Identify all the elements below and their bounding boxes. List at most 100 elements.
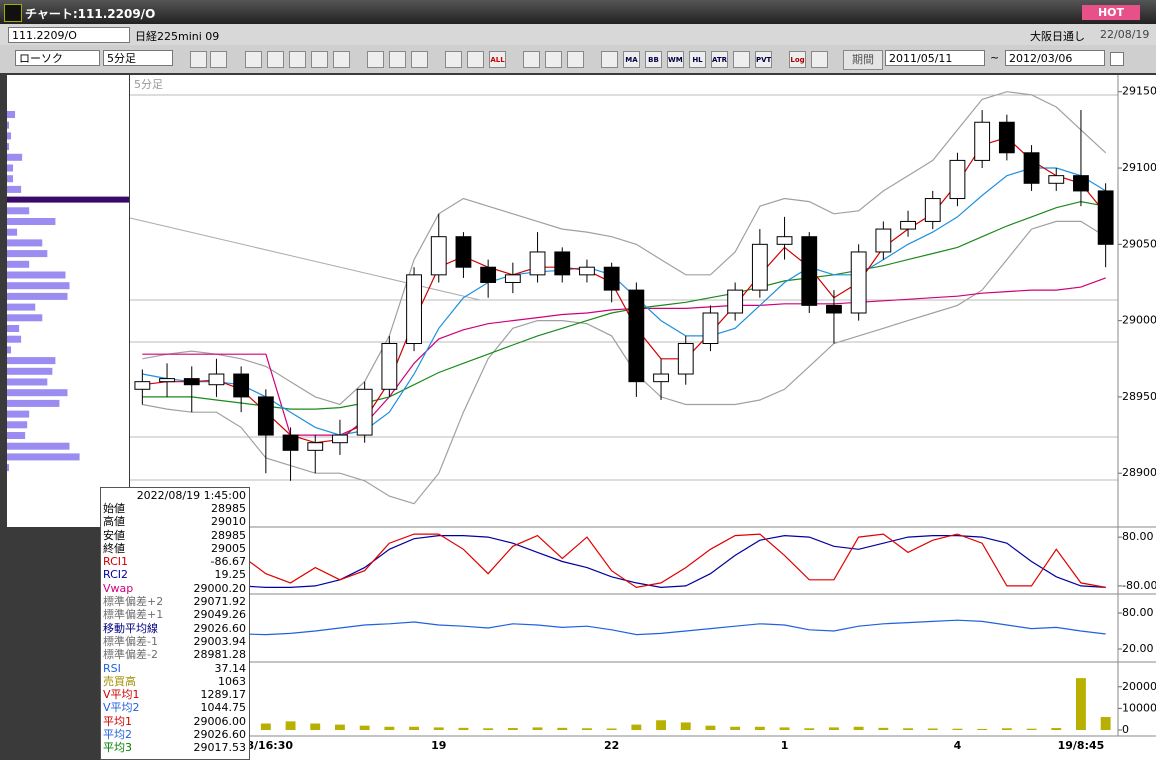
to-date[interactable]: 2012/03/06	[1005, 50, 1105, 66]
candle-body	[1048, 175, 1065, 184]
info-text: 1063	[218, 674, 246, 688]
checkbox[interactable]	[1110, 52, 1124, 66]
tool-icon[interactable]	[467, 51, 484, 68]
tool-icon[interactable]	[267, 51, 284, 68]
tool-icon[interactable]	[545, 51, 562, 68]
tool-icon[interactable]: ATR	[711, 51, 728, 68]
tool-icon[interactable]	[567, 51, 584, 68]
volume-bar	[1026, 728, 1037, 730]
volume-bar	[853, 726, 864, 730]
symbol-bar: 111.2209/O 日経225mini 09 大阪日通し 22/08/19	[0, 24, 1156, 45]
info-text: 平均1	[103, 714, 132, 728]
y-tick-label: 20.00	[1122, 642, 1154, 655]
candle-body	[307, 442, 324, 451]
tool-icon[interactable]: PVT	[755, 51, 772, 68]
volume-bar	[754, 726, 765, 730]
info-text: 29003.94	[193, 634, 247, 648]
volume-bar	[903, 728, 913, 730]
info-text: 29026.60	[193, 728, 247, 742]
volume-bar	[557, 727, 568, 730]
app-icon	[4, 4, 22, 22]
tool-icon[interactable]	[333, 51, 350, 68]
tool-icon[interactable]	[389, 51, 406, 68]
tool-icon[interactable]: ALL	[489, 51, 506, 68]
tool-icon[interactable]	[289, 51, 306, 68]
profile-bar	[7, 239, 43, 247]
symbol-select[interactable]: 111.2209/O	[8, 27, 130, 43]
interval-select[interactable]: 5分足	[103, 50, 173, 66]
info-box: 2022/08/19 1:45:00 始値 28985 高値 29010 安値 28985…	[100, 487, 250, 760]
y-tick-label: 28900	[1122, 466, 1156, 479]
info-text: 始値	[103, 502, 125, 515]
tool-icon[interactable]	[210, 51, 227, 68]
tool-icon[interactable]: Log	[789, 51, 806, 68]
tool-icon[interactable]	[411, 51, 428, 68]
candle-body	[826, 304, 842, 314]
volume-bar	[1076, 678, 1086, 730]
volume-bar	[285, 721, 296, 730]
tool-icon[interactable]	[245, 51, 262, 68]
x-tick-label: 22	[604, 739, 619, 752]
info-text: 28985	[211, 528, 246, 542]
x-tick-label: 4	[954, 739, 962, 752]
info-text: 高値	[103, 515, 125, 529]
info-text: 1044.75	[200, 701, 247, 715]
info-row: 平均3 29017.53	[101, 741, 249, 754]
info-text: V平均1	[103, 688, 140, 702]
info-row: Vwap 29000.20	[101, 582, 249, 595]
tool-icon[interactable]	[601, 51, 618, 68]
period-button[interactable]: 期間	[843, 50, 883, 70]
volume-bar	[458, 727, 469, 730]
info-text: Vwap	[103, 581, 134, 595]
info-row: RCI1 -86.67	[101, 555, 249, 568]
info-datetime: 2022/08/19 1:45:00	[136, 489, 246, 502]
profile-bar	[7, 185, 22, 193]
candle-body	[134, 381, 151, 390]
volume-bar	[606, 728, 617, 730]
tool-icon[interactable]	[733, 51, 750, 68]
candle-body	[1023, 152, 1040, 184]
tool-icon[interactable]	[445, 51, 462, 68]
info-row: 高値 29010	[101, 515, 249, 528]
tool-icon[interactable]: HL	[689, 51, 706, 68]
volume-bar	[1051, 728, 1062, 730]
info-text: 売買高	[103, 674, 136, 688]
candle-body	[924, 198, 941, 222]
profile-bar	[7, 378, 48, 386]
volume-bar	[779, 727, 790, 730]
candle-body	[529, 251, 546, 276]
info-text: RCI2	[103, 568, 129, 582]
profile-bar	[7, 196, 129, 203]
volume-bar	[507, 728, 518, 730]
indicator-line	[142, 91, 1107, 406]
profile-panel	[7, 75, 129, 527]
y-tick-label: 0	[1122, 723, 1129, 736]
chart-kind-select[interactable]: ローソク	[15, 50, 100, 66]
tool-icon[interactable]: MA	[623, 51, 640, 68]
info-text: 37.14	[214, 661, 247, 675]
chart-subtitle: 5分足	[134, 78, 163, 91]
volume-bar	[829, 727, 839, 730]
y-tick-label: 29100	[1122, 161, 1156, 174]
profile-bar	[7, 218, 56, 225]
tool-icon[interactable]: WMA	[667, 51, 684, 68]
hot-button[interactable]: HOT	[1082, 5, 1140, 20]
volume-bar	[977, 728, 988, 730]
tool-icon[interactable]	[367, 51, 384, 68]
tool-icon[interactable]	[523, 51, 540, 68]
profile-bar	[7, 442, 70, 450]
y-tick-label: 29050	[1122, 237, 1156, 250]
tool-icon[interactable]	[190, 51, 207, 68]
candle-body	[875, 228, 892, 253]
info-text: -86.67	[210, 555, 246, 569]
tool-icon[interactable]: BB	[645, 51, 662, 68]
tool-icon[interactable]	[811, 51, 828, 68]
info-text: 標準偏差-2	[103, 648, 158, 662]
tool-icon[interactable]	[311, 51, 328, 68]
volume-bar	[335, 724, 345, 730]
profile-bar	[7, 421, 28, 429]
profile-bar	[7, 175, 14, 183]
x-tick-label: 18/16:30	[239, 739, 294, 752]
candle-body	[159, 378, 175, 383]
from-date[interactable]: 2011/05/11	[885, 50, 985, 66]
